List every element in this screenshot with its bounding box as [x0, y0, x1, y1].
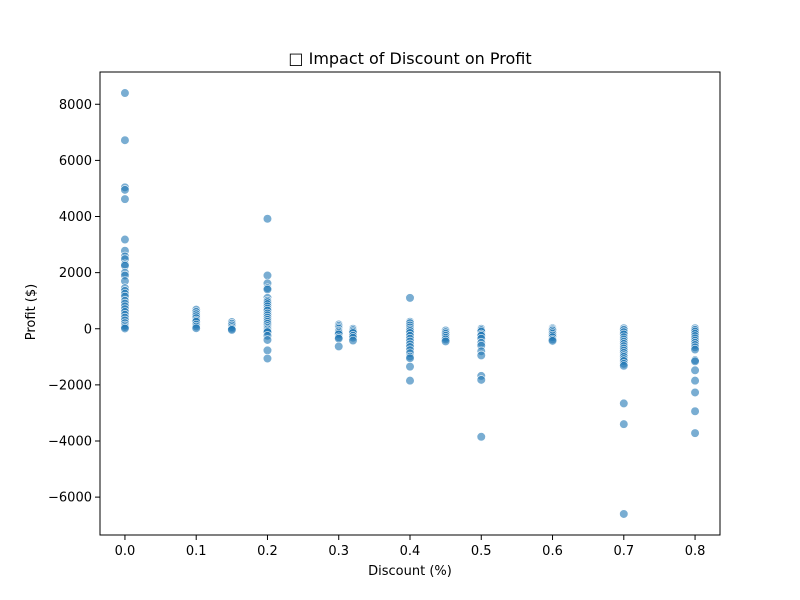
data-point: [476, 432, 486, 442]
data-point: [476, 350, 486, 361]
data-point: [262, 353, 273, 364]
data-point: [120, 194, 130, 204]
x-tick-label: 0.0: [115, 544, 136, 559]
data-point: [262, 284, 273, 295]
data-point: [227, 325, 237, 335]
data-point: [690, 406, 700, 416]
data-point: [476, 375, 486, 385]
x-tick-label: 0.3: [328, 544, 349, 559]
data-point: [334, 341, 344, 352]
points-layer: [120, 88, 700, 519]
y-tick-label: 4000: [59, 210, 92, 225]
data-point: [262, 345, 273, 355]
data-point: [405, 293, 415, 303]
data-point: [405, 376, 415, 386]
data-point: [262, 214, 273, 224]
y-axis-label: Profit ($): [24, 284, 39, 340]
data-point: [120, 234, 130, 245]
x-tick-label: 0.2: [257, 544, 278, 559]
chart-title: □ Impact of Discount on Profit: [288, 49, 531, 68]
data-point: [441, 336, 451, 346]
data-point: [547, 336, 558, 346]
x-tick-label: 0.6: [542, 544, 563, 559]
x-tick-label: 0.1: [186, 544, 207, 559]
data-point: [405, 362, 415, 372]
data-point: [120, 135, 130, 145]
data-point: [690, 344, 700, 355]
x-tick-label: 0.4: [400, 544, 421, 559]
data-point: [262, 335, 273, 345]
data-point: [262, 270, 273, 281]
data-point: [690, 365, 700, 375]
y-tick-label: −4000: [48, 434, 92, 449]
data-point: [690, 428, 700, 438]
ticks-layer: 0.0 0.1 0.2 0.3 0.4 0.5 0.6 0.7 0.8 −6000 −4000 −20…: [48, 98, 705, 559]
y-tick-label: 0: [84, 322, 92, 337]
data-point: [619, 398, 629, 409]
x-tick-label: 0.7: [613, 544, 634, 559]
data-point: [690, 376, 700, 386]
data-point: [405, 353, 415, 363]
y-tick-label: 2000: [59, 266, 92, 281]
data-point: [120, 323, 130, 334]
data-point: [120, 185, 130, 195]
data-point: [120, 88, 130, 98]
data-point: [334, 333, 344, 344]
data-point: [619, 361, 629, 371]
data-point: [619, 509, 629, 519]
x-tick-label: 0.8: [685, 544, 706, 559]
data-point: [348, 335, 358, 346]
data-point: [619, 419, 629, 429]
x-tick-label: 0.5: [471, 544, 492, 559]
x-axis-label: Discount (%): [368, 564, 452, 579]
y-tick-label: 8000: [59, 98, 92, 113]
y-tick-label: −6000: [48, 491, 92, 506]
y-tick-label: −2000: [48, 378, 92, 393]
data-point: [690, 356, 700, 366]
y-tick-label: 6000: [59, 154, 92, 169]
data-point: [191, 323, 201, 333]
plot-area-frame: [99, 71, 721, 536]
data-point: [690, 387, 700, 398]
